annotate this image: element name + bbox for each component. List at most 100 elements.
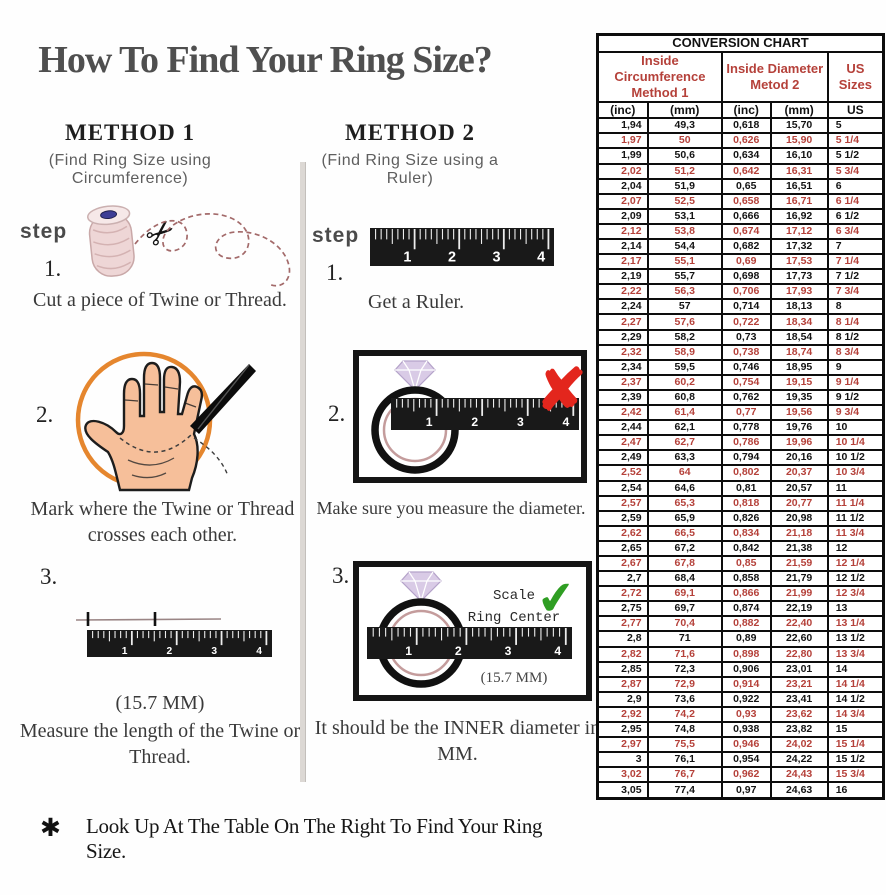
table-cell: 22,40 bbox=[769, 615, 829, 633]
table-cell: 18,34 bbox=[769, 313, 829, 331]
table-cell: 0,746 bbox=[720, 358, 772, 376]
table-cell: 20,57 bbox=[769, 479, 829, 497]
table-cell: 0,65 bbox=[720, 177, 772, 195]
table-row: 2,49 63,3 0,794 20,16 10 1/2 bbox=[596, 449, 885, 467]
table-cell: 6 1/2 bbox=[826, 207, 885, 225]
table-row: 1,97 50 0,626 15,90 5 1/4 bbox=[596, 132, 885, 150]
table-cell: 21,38 bbox=[769, 539, 829, 557]
svg-text:1: 1 bbox=[426, 415, 433, 429]
column-header-mm-2: (mm) bbox=[769, 101, 829, 120]
table-row: 2,17 55,1 0,69 17,53 7 1/4 bbox=[596, 253, 885, 271]
method1-header: METHOD 1 (Find Ring Size using Circumfer… bbox=[5, 120, 255, 188]
table-cell: 7 3/4 bbox=[826, 283, 885, 301]
table-cell: 15,70 bbox=[769, 117, 829, 135]
table-cell: 12 3/4 bbox=[826, 585, 885, 603]
table-cell: 23,41 bbox=[769, 690, 829, 708]
column-group-circumference: Inside Circumference Method 1 bbox=[596, 50, 723, 104]
table-cell: 0,97 bbox=[720, 781, 772, 800]
table-cell: 0,682 bbox=[720, 237, 772, 256]
table-row: 2,54 64,6 0,81 20,57 11 bbox=[596, 479, 885, 497]
table-cell: 1,97 bbox=[596, 132, 649, 150]
table-row: 2,29 58,2 0,73 18,54 8 1/2 bbox=[596, 328, 885, 346]
table-cell: 75,5 bbox=[646, 736, 723, 754]
table-cell: 0,834 bbox=[720, 524, 772, 542]
table-cell: 0,874 bbox=[720, 600, 772, 618]
table-row: 2,8 71 0,89 22,60 13 1/2 bbox=[596, 630, 885, 648]
svg-text:4: 4 bbox=[537, 249, 545, 265]
svg-text:4: 4 bbox=[256, 646, 262, 657]
thread-marks bbox=[86, 612, 157, 626]
column-header-mm-1: (mm) bbox=[646, 101, 723, 120]
table-cell: 2,32 bbox=[596, 343, 649, 361]
table-cell: 24,02 bbox=[769, 736, 829, 754]
method1-step1-number: 1. bbox=[44, 256, 62, 281]
table-cell: 64,6 bbox=[646, 479, 723, 497]
method1-step2-number: 2. bbox=[36, 402, 54, 427]
table-cell: 5 1/4 bbox=[826, 132, 885, 150]
table-cell: 2,52 bbox=[596, 464, 649, 482]
table-cell: 52,5 bbox=[646, 192, 723, 210]
table-cell: 2,19 bbox=[596, 268, 649, 286]
table-row: 2,92 74,2 0,93 23,62 14 3/4 bbox=[596, 705, 885, 724]
inner-diameter-measurement: (15.7 MM) bbox=[480, 670, 548, 686]
table-cell: 9 bbox=[826, 358, 885, 376]
table-cell: 11 bbox=[826, 479, 885, 497]
table-cell: 10 1/4 bbox=[826, 434, 885, 452]
table-row: 2,39 60,8 0,762 19,35 9 1/2 bbox=[596, 388, 885, 407]
method2-step2-caption: Make sure you measure the diameter. bbox=[316, 498, 586, 518]
table-row: 2,37 60,2 0,754 19,15 9 1/4 bbox=[596, 373, 885, 391]
table-cell: 55,7 bbox=[646, 268, 723, 286]
table-cell: 2,39 bbox=[596, 388, 649, 407]
table-row: 2,34 59,5 0,746 18,95 9 bbox=[596, 358, 885, 376]
table-cell: 2,9 bbox=[596, 690, 649, 708]
table-cell: 10 1/2 bbox=[826, 449, 885, 467]
table-cell: 76,7 bbox=[646, 766, 723, 784]
table-cell: 60,8 bbox=[646, 388, 723, 407]
table-cell: 18,95 bbox=[769, 358, 829, 376]
table-cell: 18,54 bbox=[769, 328, 829, 346]
table-row: 2,62 66,5 0,834 21,18 11 3/4 bbox=[596, 524, 885, 542]
table-cell: 2,24 bbox=[596, 298, 649, 316]
column-header-us: US bbox=[826, 101, 885, 120]
table-cell: 6 1/4 bbox=[826, 192, 885, 210]
table-cell: 71,6 bbox=[646, 645, 723, 663]
table-row: 2,52 64 0,802 20,37 10 3/4 bbox=[596, 464, 885, 482]
table-cell: 2,59 bbox=[596, 509, 649, 527]
table-cell: 15,90 bbox=[769, 132, 829, 150]
table-cell: 76,1 bbox=[646, 751, 723, 769]
method2-heading: METHOD 2 bbox=[344, 120, 476, 145]
table-cell: 11 3/4 bbox=[826, 524, 885, 542]
table-cell: 22,19 bbox=[769, 600, 829, 618]
twine-spool-scissors-illustration: ✂ bbox=[86, 205, 291, 287]
ruler-graphic-wrong: 1 2 3 4 bbox=[391, 398, 579, 430]
table-cell: 16 bbox=[826, 781, 885, 800]
table-cell: 0,714 bbox=[720, 298, 772, 316]
svg-text:1: 1 bbox=[122, 646, 128, 657]
table-row: 2,85 72,3 0,906 23,01 14 bbox=[596, 660, 885, 678]
diamond-icon-2 bbox=[400, 571, 442, 602]
table-cell: 74,2 bbox=[646, 705, 723, 724]
table-row: 3,02 76,7 0,962 24,43 15 3/4 bbox=[596, 766, 885, 784]
table-cell: 2,22 bbox=[596, 283, 649, 301]
ring-with-diamond-icon bbox=[371, 360, 459, 474]
correct-measurement-box: 1 2 3 4 Scale Ring Center ✔ (15.7 MM) bbox=[353, 561, 592, 701]
table-row: 2,42 61,4 0,77 19,56 9 3/4 bbox=[596, 404, 885, 422]
table-cell: 24,22 bbox=[769, 751, 829, 769]
column-group-us-sizes: US Sizes bbox=[826, 50, 885, 104]
svg-text:2: 2 bbox=[455, 644, 462, 658]
table-cell: 62,7 bbox=[646, 434, 723, 452]
table-cell: 0,906 bbox=[720, 660, 772, 678]
table-cell: 63,3 bbox=[646, 449, 723, 467]
table-row: 1,94 49,3 0,618 15,70 5 bbox=[596, 117, 885, 135]
table-cell: 53,8 bbox=[646, 222, 723, 241]
table-cell: 16,10 bbox=[769, 147, 829, 165]
method2-step3-caption: It should be the INNER diameter in MM. bbox=[314, 717, 601, 765]
table-cell: 0,954 bbox=[720, 751, 772, 769]
table-cell: 2,57 bbox=[596, 494, 649, 512]
table-row: 2,82 71,6 0,898 22,80 13 3/4 bbox=[596, 645, 885, 663]
table-cell: 17,93 bbox=[769, 283, 829, 301]
table-cell: 20,98 bbox=[769, 509, 829, 527]
table-cell: 65,3 bbox=[646, 494, 723, 512]
table-cell: 61,4 bbox=[646, 404, 723, 422]
table-cell: 0,706 bbox=[720, 283, 772, 301]
